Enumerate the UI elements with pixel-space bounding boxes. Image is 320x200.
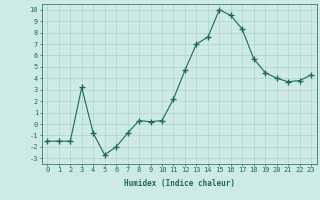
X-axis label: Humidex (Indice chaleur): Humidex (Indice chaleur) (124, 179, 235, 188)
